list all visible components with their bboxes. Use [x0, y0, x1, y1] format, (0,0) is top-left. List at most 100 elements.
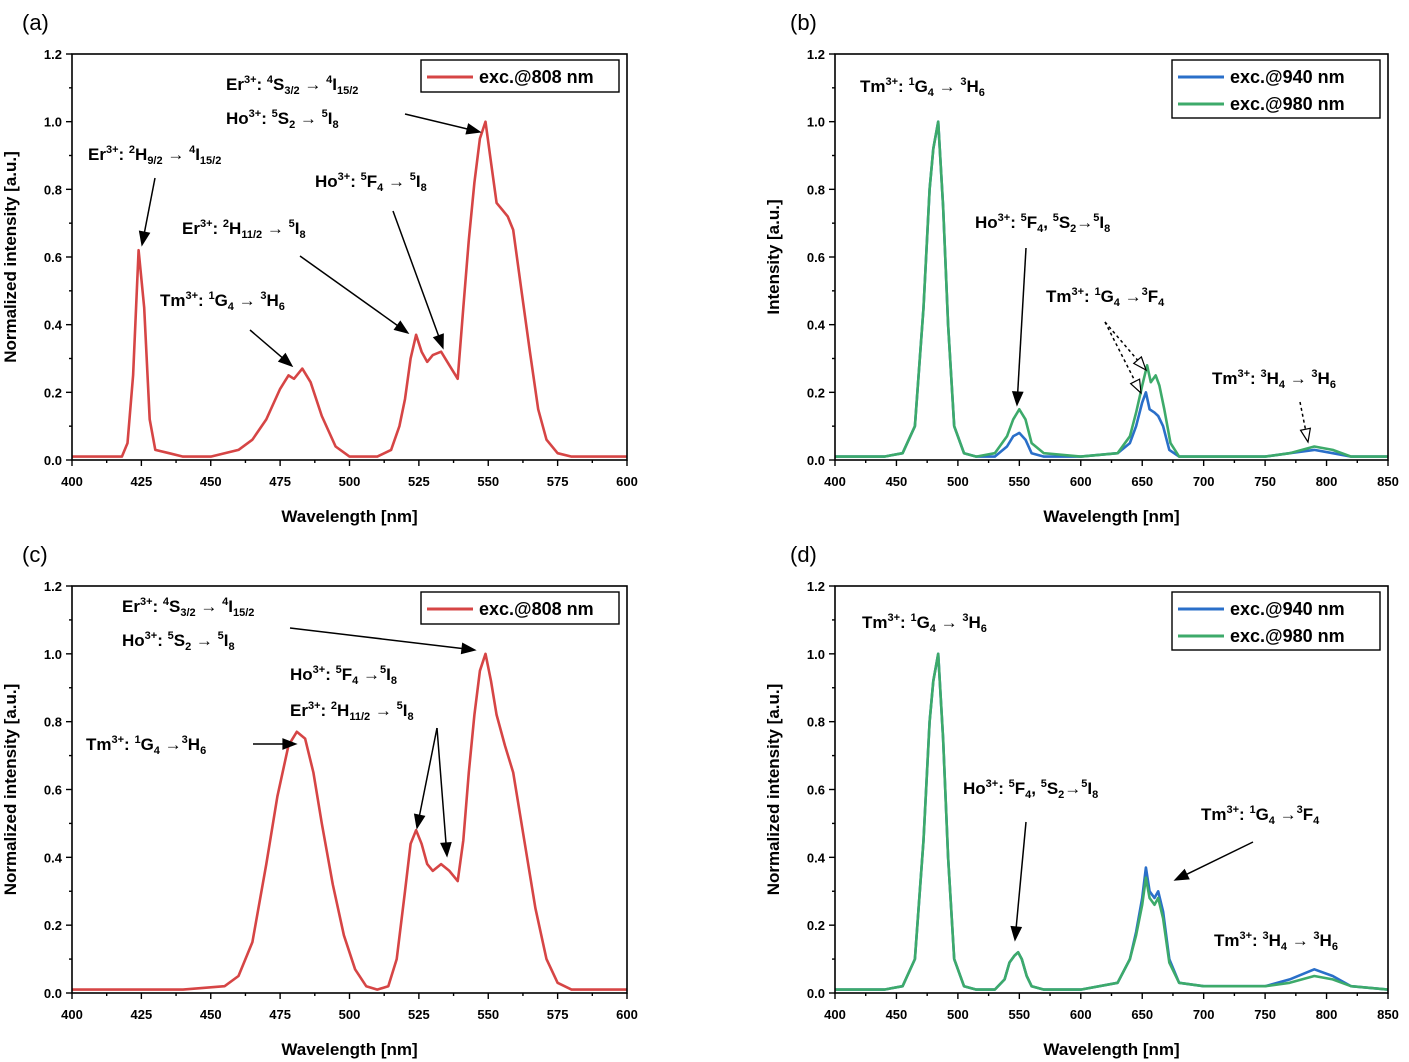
y-axis-title-a: Normalized intensity [a.u.] — [1, 151, 20, 363]
arrow-a-5 — [404, 113, 482, 135]
y-tick-label-d-1: 0.2 — [807, 918, 825, 933]
arrow2-c-3 — [436, 727, 452, 858]
x-tick-label-a-8: 600 — [616, 474, 638, 489]
arrow-b-2 — [1104, 321, 1142, 395]
chart-panel-d: (d) 400 450 500 550 600 650 700 750 800 850 0.0 0.2 0… — [764, 542, 1399, 1059]
x-tick-label-b-6: 700 — [1193, 474, 1215, 489]
y-tick-label-a-4: 0.8 — [44, 182, 62, 197]
y-tick-label-d-4: 0.8 — [807, 715, 825, 730]
arrow-a-2 — [299, 255, 410, 334]
x-tick-label-a-5: 525 — [408, 474, 430, 489]
y-axis-title-d: Normalized intensity [a.u.] — [764, 684, 783, 896]
x-axis-title-d: Wavelength [nm] — [1043, 1040, 1179, 1059]
y-tick-label-c-5: 1.0 — [44, 647, 62, 662]
x-tick-label-d-1: 450 — [886, 1007, 908, 1022]
series-line-c-0 — [72, 652, 627, 991]
legend-label-b-0: exc.@940 nm — [1230, 67, 1345, 87]
legend-label-d-1: exc.@980 nm — [1230, 626, 1345, 646]
annotation-a-4: Er3+: 4S3/2 → 4I15/2 — [226, 74, 358, 97]
y-tick-label-c-4: 0.8 — [44, 715, 62, 730]
y-tick-label-b-0: 0.0 — [807, 453, 825, 468]
series-line-b-1 — [835, 120, 1388, 458]
legend-label-d-0: exc.@940 nm — [1230, 599, 1345, 619]
x-tick-label-c-7: 575 — [547, 1007, 569, 1022]
arrow-c-0 — [289, 627, 477, 655]
x-tick-label-a-6: 550 — [477, 474, 499, 489]
arrow-b-1 — [1011, 247, 1027, 407]
plot-frame-a — [71, 53, 628, 461]
arrow-a-3 — [392, 210, 444, 350]
x-tick-label-a-2: 450 — [200, 474, 222, 489]
arrow-c-4 — [253, 738, 298, 750]
annotation-a-2: Er3+: 2H11/2 → 5I8 — [182, 218, 306, 241]
annotation-d-3: Tm3+: 3H4 → 3H6 — [1214, 930, 1338, 953]
legend-label-b-1: exc.@980 nm — [1230, 94, 1345, 114]
annotation-a-1: Tm3+: 1G4 → 3H6 — [160, 290, 285, 313]
y-tick-label-b-6: 1.2 — [807, 47, 825, 62]
annotation-c-0: Er3+: 4S3/2 → 4I15/2 — [122, 596, 254, 619]
arrow-c-3 — [413, 727, 438, 830]
y-tick-label-b-3: 0.6 — [807, 250, 825, 265]
x-tick-label-d-5: 650 — [1131, 1007, 1153, 1022]
y-tick-label-c-6: 1.2 — [44, 579, 62, 594]
y-tick-label-d-5: 1.0 — [807, 647, 825, 662]
x-tick-label-d-7: 750 — [1254, 1007, 1276, 1022]
legend-label-a-0: exc.@808 nm — [479, 67, 594, 87]
y-tick-label-a-1: 0.2 — [44, 385, 62, 400]
x-axis-title-b: Wavelength [nm] — [1043, 507, 1179, 526]
x-tick-label-b-7: 750 — [1254, 474, 1276, 489]
x-tick-label-b-2: 500 — [947, 474, 969, 489]
x-tick-label-b-4: 600 — [1070, 474, 1092, 489]
x-axis-title-a: Wavelength [nm] — [281, 507, 417, 526]
series-line-d-1 — [835, 652, 1389, 991]
series-line-a-0 — [72, 120, 627, 458]
x-tick-label-c-6: 550 — [477, 1007, 499, 1022]
chart-panel-a: (a) 400 425 450 475 500 525 550 575 600 0.0 0.2 0.4 0… — [1, 10, 638, 526]
y-tick-label-b-4: 0.8 — [807, 182, 825, 197]
arrow-b-3 — [1299, 401, 1312, 444]
annotation-c-3: Er3+: 2H11/2 → 5I8 — [290, 700, 414, 723]
plot-frame-c — [71, 585, 628, 994]
x-tick-label-b-1: 450 — [886, 474, 908, 489]
x-tick-label-d-8: 800 — [1316, 1007, 1338, 1022]
x-tick-label-b-8: 800 — [1316, 474, 1338, 489]
annotation-a-5: Ho3+: 5S2 → 5I8 — [226, 108, 339, 131]
annotation-d-2: Tm3+: 1G4 →3F4 — [1201, 804, 1320, 827]
x-tick-label-a-3: 475 — [269, 474, 291, 489]
x-tick-label-c-2: 450 — [200, 1007, 222, 1022]
y-tick-label-a-3: 0.6 — [44, 250, 62, 265]
y-tick-label-c-3: 0.6 — [44, 783, 62, 798]
chart-panel-b: (b) 400 450 500 550 600 650 700 750 800 850 0.0 0.2 0… — [764, 10, 1399, 526]
x-tick-label-a-7: 575 — [547, 474, 569, 489]
x-tick-label-d-9: 850 — [1377, 1007, 1399, 1022]
x-tick-label-b-3: 550 — [1008, 474, 1030, 489]
legend-label-c-0: exc.@808 nm — [479, 599, 594, 619]
x-tick-label-c-1: 425 — [131, 1007, 153, 1022]
x-tick-label-b-0: 400 — [824, 474, 846, 489]
annotation-b-1: Ho3+: 5F4, 5S2→5I8 — [975, 212, 1110, 235]
y-tick-label-a-2: 0.4 — [44, 318, 63, 333]
legend-b — [1171, 59, 1381, 119]
panel-label-b: (b) — [790, 10, 817, 35]
arrow-a-1 — [249, 329, 294, 368]
y-tick-label-d-0: 0.0 — [807, 986, 825, 1001]
y-tick-label-d-6: 1.2 — [807, 579, 825, 594]
y-tick-label-d-3: 0.6 — [807, 783, 825, 798]
legend-d — [1171, 591, 1381, 651]
x-tick-label-a-4: 500 — [339, 474, 361, 489]
y-axis-title-c: Normalized intensity [a.u.] — [1, 684, 20, 896]
panel-label-d: (d) — [790, 542, 817, 567]
x-tick-label-a-1: 425 — [131, 474, 153, 489]
y-tick-label-a-6: 1.2 — [44, 47, 62, 62]
x-axis-title-c: Wavelength [nm] — [281, 1040, 417, 1059]
annotation-b-0: Tm3+: 1G4 → 3H6 — [860, 76, 985, 99]
annotation-d-0: Tm3+: 1G4 → 3H6 — [862, 612, 987, 635]
y-tick-label-c-0: 0.0 — [44, 986, 62, 1001]
x-tick-label-c-5: 525 — [408, 1007, 430, 1022]
x-tick-label-c-3: 475 — [269, 1007, 291, 1022]
x-tick-label-c-4: 500 — [339, 1007, 361, 1022]
annotation-c-2: Ho3+: 5F4 →5I8 — [290, 664, 397, 687]
arrow2-b-2 — [1104, 321, 1148, 372]
x-tick-label-d-6: 700 — [1193, 1007, 1215, 1022]
